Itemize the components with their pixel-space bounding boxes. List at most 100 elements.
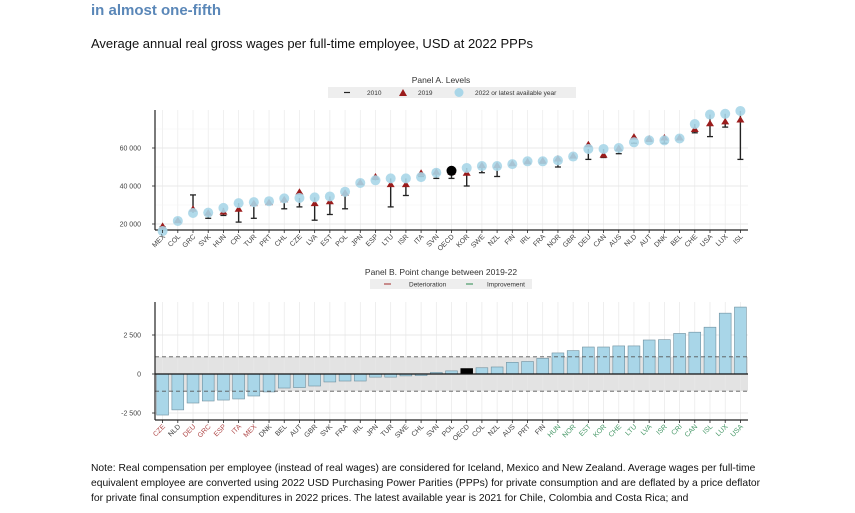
panel-a-legend-background xyxy=(328,87,576,98)
panel-a-xtick-label: EST xyxy=(320,233,335,248)
panel-a-xtick-label: ITA xyxy=(413,233,426,246)
panel-a-xtick-label: FRA xyxy=(532,233,547,248)
panel-a-xtick-label: JPN xyxy=(350,233,364,247)
marker-2022 xyxy=(583,143,594,154)
bar xyxy=(308,373,321,387)
marker-2022 xyxy=(203,207,214,218)
panel-b-xtick-label: COL xyxy=(471,423,486,438)
panel-a-xtick-label: CZE xyxy=(289,233,304,248)
panel-b-xtick-label: CHE xyxy=(608,423,624,439)
panel-b-xtick-label: MEX xyxy=(243,423,259,439)
panel-a-xtick-label: USA xyxy=(699,233,714,248)
marker-2022 xyxy=(628,137,639,148)
panel-a-xtick-label: MEX xyxy=(151,233,167,249)
panel-b-xtick-label: KOR xyxy=(592,423,608,439)
marker-2022 xyxy=(324,191,335,202)
panel-b-xtick-label: AUT xyxy=(289,423,304,438)
panel-b-xtick-label: CHL xyxy=(411,423,426,438)
bar xyxy=(582,346,595,375)
bar xyxy=(521,361,534,375)
marker-2019 xyxy=(401,180,410,188)
wages-chart: Panel A. Levels 2010 2019 2022 or latest… xyxy=(120,75,748,443)
bar xyxy=(323,373,337,383)
panel-b-xtick-label: NZL xyxy=(487,423,501,437)
marker-2022 xyxy=(279,193,290,204)
panel-b-xtick-label: USA xyxy=(730,423,745,438)
panel-a-xtick-label: POL xyxy=(335,233,350,248)
panel-b-xtick-label: OECD xyxy=(452,423,471,442)
marker-2022 xyxy=(233,198,244,209)
panel-b-xtick-label: TUR xyxy=(380,423,395,438)
panel-b-xtick-label: ESP xyxy=(213,423,228,438)
panel-a-xtick-label: NZL xyxy=(487,233,501,247)
marker-2019 xyxy=(705,119,714,127)
marker-2022 xyxy=(507,159,518,170)
panel-a-xtick-label: SWE xyxy=(470,233,486,249)
marker-2022 xyxy=(598,143,609,154)
panel-a: Panel A. Levels 2010 2019 2022 or latest… xyxy=(120,75,748,253)
panel-b-xtick-label: DEU xyxy=(182,423,197,438)
legend-2010-label: 2010 xyxy=(367,90,382,97)
panel-b: Panel B. Point change between 2019-22 De… xyxy=(121,267,748,443)
panel-a-xtick-label: NLD xyxy=(624,233,639,248)
panel-a-xtick-label: LVA xyxy=(305,233,319,247)
bar xyxy=(278,373,291,389)
panel-a-xtick-label: TUR xyxy=(243,233,258,248)
bar xyxy=(217,373,230,401)
bar xyxy=(186,373,200,404)
panel-a-xtick-label: KOR xyxy=(455,233,471,249)
panel-b-xtick-label: NLD xyxy=(167,423,182,438)
figure-subtitle: Average annual real gross wages per full… xyxy=(91,36,533,51)
bar xyxy=(171,373,185,411)
panel-a-xtick-label: ISR xyxy=(397,233,410,246)
marker-2022 xyxy=(537,156,548,167)
panel-a-xtick-label: AUS xyxy=(608,233,623,248)
marker-2022 xyxy=(704,109,715,120)
panel-a-ytick-label: 20 000 xyxy=(120,222,142,229)
bar-oecd xyxy=(460,368,473,375)
panel-b-xtick-label: ITA xyxy=(231,423,244,436)
marker-2022 xyxy=(416,172,427,183)
marker-2022-oecd xyxy=(446,165,457,176)
panel-b-xtick-label: NOR xyxy=(562,423,578,439)
marker-2019 xyxy=(386,180,395,188)
bar xyxy=(612,345,625,375)
panel-b-ytick-label: -2 500 xyxy=(121,411,141,418)
marker-2019 xyxy=(234,205,243,212)
panel-b-xtick-label: GRC xyxy=(197,423,213,439)
marker-2022 xyxy=(340,186,351,197)
panel-a-xtick-label: BEL xyxy=(670,233,684,247)
panel-b-xtick-label: AUS xyxy=(502,423,517,438)
marker-2022 xyxy=(294,192,305,203)
panel-b-xtick-label: CZE xyxy=(152,423,167,438)
panel-a-xtick-label: DNK xyxy=(653,233,669,249)
marker-2022 xyxy=(431,167,442,178)
panel-b-xtick-label: LVA xyxy=(640,423,654,437)
marker-2022 xyxy=(720,108,731,119)
panel-b-ytick-label: 0 xyxy=(137,372,141,379)
marker-2022 xyxy=(568,151,579,162)
panel-b-xtick-label: LUX xyxy=(715,423,730,438)
panel-b-xtick-label: JPN xyxy=(366,423,380,437)
bar xyxy=(734,306,747,375)
legend-2022-label: 2022 or latest available year xyxy=(475,90,557,97)
panel-b-xtick-label: DNK xyxy=(258,423,274,439)
panel-a-xtick-label: AUT xyxy=(639,233,654,248)
panel-b-xtick-label: HUN xyxy=(547,423,563,439)
panel-b-xtick-label: SWE xyxy=(394,423,410,439)
marker-2022 xyxy=(659,135,670,146)
panel-b-xtick-label: LTU xyxy=(624,423,638,437)
panel-b-xtick-label: FIN xyxy=(534,423,547,436)
marker-2022 xyxy=(492,161,503,172)
marker-2019 xyxy=(310,199,319,207)
panel-a-legend: 2010 2019 2022 or latest available year xyxy=(328,87,576,98)
panel-b-xtick-label: IRL xyxy=(352,423,365,436)
panel-a-xtick-label: NOR xyxy=(546,233,562,249)
figure-title: in almost one-fifth xyxy=(91,2,221,19)
panel-a-xtick-label: CHL xyxy=(274,233,289,248)
panel-b-xtick-label: PRT xyxy=(517,423,532,438)
panel-a-xtick-label: SVK xyxy=(198,233,213,248)
marker-2022 xyxy=(735,105,746,116)
panel-a-xtick-label: LUX xyxy=(715,233,730,248)
bar xyxy=(506,361,519,375)
